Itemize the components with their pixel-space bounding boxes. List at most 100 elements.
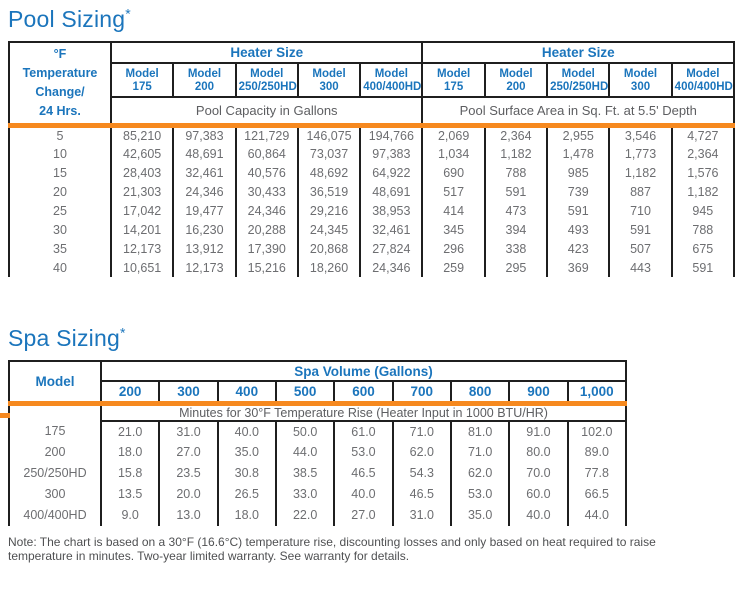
pool-value-cell: 24,346 [359, 258, 424, 277]
pool-value-cell: 338 [483, 239, 549, 258]
pool-sizing-table: °F Temperature Change/ 24 Hrs. Heater Si… [8, 41, 736, 277]
pool-value-cell: 945 [670, 201, 736, 220]
pool-model-header-cell: Model 175 [421, 62, 486, 98]
pool-temp-cell: 25 [8, 201, 112, 220]
pool-value-cell: 473 [483, 201, 549, 220]
pool-model-header-cell: Model 175 [109, 62, 175, 98]
spa-value-cell: 66.5 [566, 483, 628, 505]
spa-value-cell: 33.0 [274, 483, 336, 505]
pool-value-cell: 146,075 [296, 122, 362, 144]
spa-volume-header-cell: 700 [391, 380, 452, 406]
model-label-bottom: 250/250HD [550, 81, 609, 93]
spa-header-row-group: Model Spa Volume (Gallons) [8, 360, 627, 406]
pool-value-cell: 10,651 [109, 258, 175, 277]
pool-temp-cell: 30 [8, 220, 112, 239]
pool-value-cell: 788 [670, 220, 736, 239]
pool-value-cell: 13,912 [172, 239, 237, 258]
pool-header-row-groups: °F Temperature Change/ 24 Hrs. Heater Si… [8, 41, 735, 126]
spa-value-cell: 46.5 [391, 483, 452, 505]
model-label-bottom: 200 [506, 81, 526, 93]
pool-value-cell: 32,461 [359, 220, 424, 239]
pool-value-cell: 194,766 [359, 122, 424, 144]
pool-model-header-cell: Model 200 [172, 62, 237, 98]
pool-value-cell: 369 [546, 258, 611, 277]
spa-value-cell: 22.0 [274, 504, 336, 526]
pool-temp-cell: 15 [8, 163, 112, 182]
spa-value-cell: 44.0 [566, 504, 628, 526]
pool-data-row: 30 14,201 16,230 20,288 24,345 32,461 345 394 49… [8, 220, 736, 239]
pool-value-cell: 739 [546, 182, 611, 201]
corner-line-4: 24 Hrs. [39, 103, 81, 118]
spa-section-title: Spa Sizing* [8, 325, 735, 351]
pool-value-cell: 1,182 [483, 144, 549, 163]
spa-value-cell: 70.0 [508, 462, 569, 484]
pool-value-cell: 24,346 [172, 182, 237, 201]
pool-value-cell: 295 [483, 258, 549, 277]
spa-value-cell: 9.0 [99, 504, 161, 526]
model-label-bottom: 175 [132, 81, 152, 93]
spa-value-cell: 38.5 [274, 462, 336, 484]
spa-volume-header-cell: 500 [274, 380, 336, 406]
pool-value-cell: 591 [670, 258, 736, 277]
pool-value-cell: 414 [421, 201, 486, 220]
model-label-top: Model [187, 68, 222, 80]
spa-volume-header-cell: 800 [449, 380, 511, 406]
pool-value-cell: 60,864 [234, 144, 299, 163]
pool-value-cell: 296 [421, 239, 486, 258]
pool-model-header-cell: Model 250/250HD [234, 62, 299, 98]
pool-temp-cell: 20 [8, 182, 112, 201]
spa-header-row-volumes: 200 300 400 500 600 700 800 900 1,000 [9, 380, 628, 406]
corner-line-3: Change/ [35, 84, 85, 99]
pool-value-cell: 17,042 [109, 201, 175, 220]
pool-value-cell: 85,210 [109, 122, 175, 144]
pool-value-cell: 2,069 [421, 122, 486, 144]
pool-model-header-cell: Model 400/400HD [359, 62, 424, 98]
pool-value-cell: 24,345 [296, 220, 362, 239]
pool-group2-subheader: Pool Surface Area in Sq. Ft. at 5.5' Dep… [421, 96, 735, 126]
pool-model-header-cell: Model 400/400HD [670, 62, 736, 98]
pool-model-header-cell: Model 300 [608, 62, 673, 98]
pool-data-row: 20 21,303 24,346 30,433 36,519 48,691 517 591 73… [8, 182, 736, 201]
spa-value-cell: 13.5 [99, 483, 161, 505]
pool-data-row: 25 17,042 19,477 24,346 29,216 38,953 414 473 59… [8, 201, 736, 220]
spa-volume-header-cell: 600 [333, 380, 394, 406]
spa-value-cell: 91.0 [508, 420, 569, 442]
model-label-top: Model [686, 68, 720, 80]
pool-value-cell: 394 [483, 220, 549, 239]
spa-value-cell: 30.8 [216, 462, 277, 484]
pool-data-row: 40 10,651 12,173 15,216 18,260 24,346 259 295 36… [8, 258, 736, 277]
pool-value-cell: 21,303 [109, 182, 175, 201]
spa-model-name-cell: 300 [8, 483, 102, 505]
pool-group1-subheader: Pool Capacity in Gallons [109, 96, 424, 126]
pool-data-row: 5 85,210 97,383 121,729 146,075 194,766 2,069 2… [8, 122, 736, 144]
pool-value-cell: 710 [608, 201, 673, 220]
spa-data-row: 200 18.0 27.0 35.0 44.0 53.0 62.0 71.0 80.0 89.0 [8, 441, 628, 463]
pool-temp-cell: 5 [8, 122, 112, 144]
pool-value-cell: 1,478 [546, 144, 611, 163]
corner-line-2: Temperature [22, 65, 98, 80]
spa-value-cell: 53.0 [449, 483, 511, 505]
pool-title-text: Pool Sizing [8, 6, 126, 32]
pool-model-header-cell: Model 250/250HD [546, 62, 611, 98]
pool-value-cell: 1,182 [670, 182, 736, 201]
pool-value-cell: 2,955 [546, 122, 611, 144]
model-label-top: Model [374, 68, 408, 80]
pool-value-cell: 28,403 [109, 163, 175, 182]
footnote: Note: The chart is based on a 30°F (16.6… [8, 534, 656, 563]
spa-volume-header-cell: 300 [158, 380, 219, 406]
orange-divider-notch [0, 413, 10, 418]
spa-header-row-subheader: Minutes for 30°F Temperature Rise (Heate… [8, 402, 627, 422]
spa-volume-header-cell: 400 [216, 380, 277, 406]
pool-data-row: 15 28,403 32,461 40,576 48,692 64,922 690 788 98… [8, 163, 736, 182]
spa-value-cell: 77.8 [566, 462, 628, 484]
pool-data-row: 35 12,173 13,912 17,390 20,868 27,824 296 338 42… [8, 239, 736, 258]
pool-value-cell: 15,216 [234, 258, 299, 277]
pool-model-header-cell: Model 300 [296, 62, 362, 98]
pool-temp-cell: 35 [8, 239, 112, 258]
pool-value-cell: 36,519 [296, 182, 362, 201]
pool-value-cell: 887 [608, 182, 673, 201]
pool-value-cell: 2,364 [483, 122, 549, 144]
corner-line-1: °F [53, 46, 67, 61]
pool-value-cell: 40,576 [234, 163, 299, 182]
